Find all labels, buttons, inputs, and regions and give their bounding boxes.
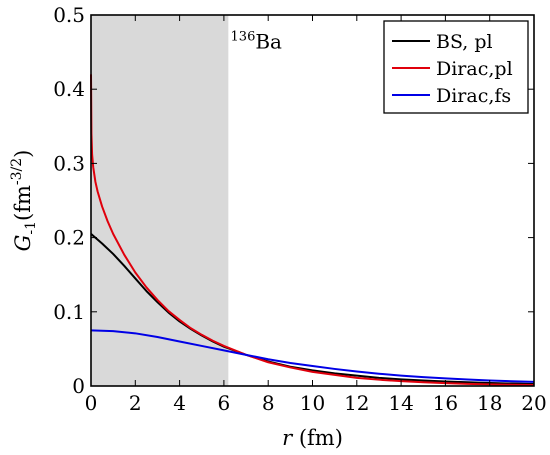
x-tick-label: 0 [85,391,98,415]
y-tick-label: 0.4 [53,77,85,101]
x-tick-label: 14 [388,391,413,415]
y-axis-label: G-1(fm-3/2) [9,150,39,252]
x-tick-label: 2 [129,391,142,415]
legend-label-1: Dirac,pl [436,58,513,80]
y-tick-label: 0 [72,374,85,398]
y-tick-label: 0.3 [53,151,85,175]
legend-label-2: Dirac,fs [436,85,511,107]
tick-layer: 0 2 4 6 8 10 12 14 16 18 20 0 0.1 0.2 0.3 0.4 0.5 [53,3,547,415]
y-axis-unit: (fm [11,185,35,221]
x-tick-label: 20 [521,391,546,415]
y-axis-subscript: -1 [23,221,39,235]
x-tick-label: 6 [218,391,231,415]
y-tick-label: 0.1 [53,300,85,324]
y-tick-label: 0.5 [53,3,85,27]
x-tick-label: 10 [300,391,325,415]
x-tick-label: 12 [344,391,369,415]
series-line-1 [90,74,535,387]
nucleus-annotation: 136Ba [231,29,283,53]
legend-label-0: BS, pl [436,31,493,53]
x-axis-symbol: r [282,426,294,450]
series-layer [90,74,535,387]
shaded-region [91,15,229,386]
x-axis-unit: (fm) [292,426,343,450]
y-axis-symbol: G [11,235,35,252]
y-axis-unit-close: ) [11,150,35,158]
x-tick-label: 4 [173,391,186,415]
x-tick-label: 16 [433,391,458,415]
nucleus-mass-number: 136 [231,29,256,44]
nucleus-symbol: Ba [255,29,282,53]
y-tick-label: 0.2 [53,226,85,250]
x-tick-label: 18 [477,391,502,415]
y-axis-exponent: -3/2 [9,158,25,185]
shaded-region-layer [91,15,229,386]
legend: BS, pl Dirac,pl Dirac,fs [383,20,529,114]
series-line-2 [90,329,535,383]
x-tick-label: 8 [262,391,275,415]
x-axis-label: r (fm) [282,426,343,450]
